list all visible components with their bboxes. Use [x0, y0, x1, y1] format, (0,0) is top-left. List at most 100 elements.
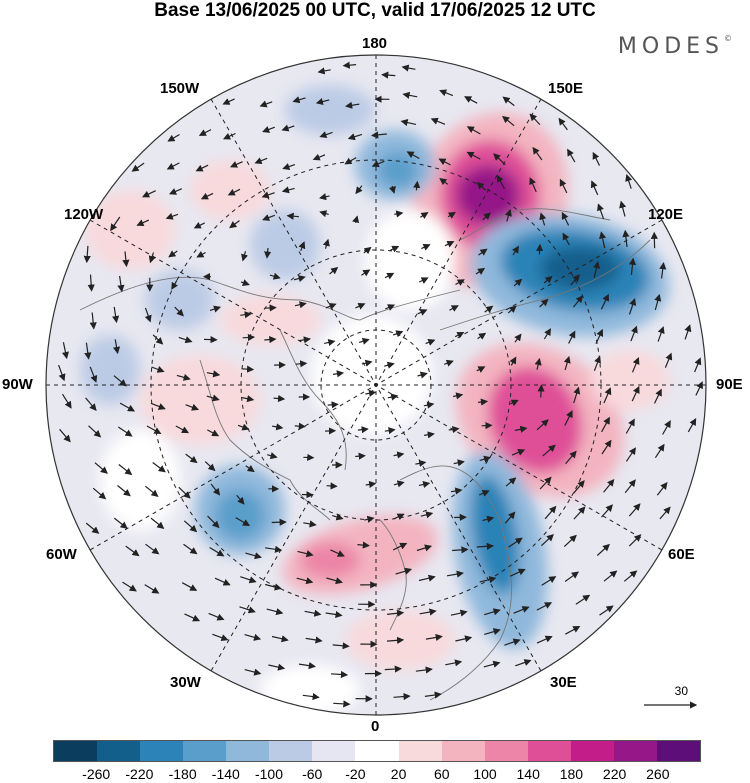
wind-arrow	[400, 119, 417, 127]
wind-arrow	[363, 246, 372, 255]
wind-arrow	[361, 359, 373, 367]
wind-arrow	[259, 100, 273, 108]
wind-arrow	[657, 326, 665, 342]
wind-arrow	[573, 386, 581, 404]
lon-label-120e: 120E	[648, 206, 684, 223]
wind-arrow	[174, 306, 184, 317]
wind-arrow	[483, 660, 501, 668]
colorbar-swatch	[97, 741, 141, 761]
wind-arrow	[590, 180, 599, 196]
wind-arrow	[502, 115, 515, 127]
wind-arrow	[209, 305, 222, 313]
wind-arrow	[261, 191, 275, 199]
wind-arrow	[142, 190, 156, 198]
wind-arrow	[325, 610, 343, 619]
wind-arrow	[303, 520, 317, 528]
wind-arrow	[659, 506, 671, 520]
wind-arrow	[145, 485, 159, 497]
wind-arrow	[631, 356, 640, 373]
wind-arrow	[452, 392, 464, 400]
wind-arrow	[327, 401, 339, 409]
wind-arrow	[206, 394, 220, 402]
wind-arrow	[393, 513, 405, 521]
wind-arrow	[319, 210, 329, 218]
wind-arrow	[479, 576, 497, 584]
wind-arrow	[493, 153, 506, 166]
wind-arrow	[452, 546, 469, 554]
lon-label-0: 0	[371, 718, 380, 735]
wind-arrow	[227, 188, 241, 196]
wind-arrow	[235, 517, 251, 527]
colorbar-tick-label: 20	[390, 766, 407, 782]
wind-arrow	[122, 251, 130, 268]
wind-arrow	[536, 419, 549, 431]
wind-arrow	[264, 336, 277, 344]
wind-arrow	[131, 162, 145, 172]
colorbar-tick-label: -60	[302, 766, 323, 782]
colorbar-tick-label: 180	[559, 766, 584, 782]
wind-arrow	[118, 464, 133, 476]
wind-arrow	[448, 425, 460, 434]
wind-arrow	[654, 443, 665, 459]
wind-arrow	[515, 659, 532, 667]
wind-arrow	[210, 483, 221, 496]
colorbar-swatch	[226, 741, 270, 761]
wind-arrow	[420, 212, 429, 219]
wind-arrow	[144, 584, 160, 594]
wind-arrow	[241, 395, 255, 403]
wind-arrow	[239, 606, 256, 614]
wind-arrow	[171, 279, 179, 290]
reference-vector-label: 30	[674, 684, 688, 698]
wind-arrow	[565, 450, 577, 465]
wind-arrow	[384, 427, 396, 435]
wind-arrow	[541, 576, 557, 586]
wind-arrow	[151, 366, 165, 373]
wind-arrow	[628, 257, 637, 275]
wind-arrow	[418, 277, 429, 284]
wind-arrow	[254, 157, 268, 165]
wind-arrow	[430, 117, 446, 125]
wind-arrow	[512, 245, 519, 256]
wind-arrow	[507, 305, 517, 314]
wind-arrow	[464, 96, 478, 104]
wind-arrow	[439, 177, 449, 186]
wind-arrow	[392, 542, 408, 551]
wind-arrow	[222, 98, 235, 105]
wind-arrow	[330, 549, 345, 557]
colorbar-swatch	[527, 741, 571, 761]
wind-arrow	[271, 518, 287, 526]
wind-arrow	[684, 324, 692, 340]
wind-arrow	[564, 410, 573, 426]
wind-arrow	[330, 670, 349, 679]
wind-arrow	[298, 662, 316, 670]
wind-arrow	[240, 311, 252, 319]
wind-arrow	[421, 244, 431, 251]
wind-arrow	[207, 515, 220, 529]
reference-vector-arrow	[644, 701, 698, 709]
wind-arrow	[532, 146, 543, 161]
wind-arrow	[117, 426, 133, 437]
lon-label-180: 180	[362, 35, 388, 52]
wind-arrow	[110, 216, 121, 232]
wind-arrow	[296, 577, 314, 585]
wind-arrow	[394, 210, 404, 218]
wind-arrow	[418, 480, 431, 488]
polar-map	[45, 54, 707, 716]
wind-arrow	[317, 67, 331, 75]
wind-arrow	[352, 215, 360, 224]
wind-arrow	[355, 303, 366, 310]
wind-arrow	[662, 420, 671, 435]
colorbar-tick-label: 100	[473, 766, 497, 782]
wind-arrow	[58, 364, 66, 382]
wind-arrow	[543, 328, 552, 340]
wind-arrow	[537, 384, 545, 398]
wind-arrow	[87, 274, 95, 292]
wind-arrow	[496, 174, 505, 189]
wind-arrow	[324, 338, 336, 346]
wind-arrow	[540, 533, 554, 547]
wind-arrow	[371, 160, 385, 168]
wind-arrow	[445, 659, 463, 667]
wind-arrow	[388, 185, 396, 194]
coastlines	[79, 208, 651, 701]
wind-arrow	[305, 636, 323, 644]
